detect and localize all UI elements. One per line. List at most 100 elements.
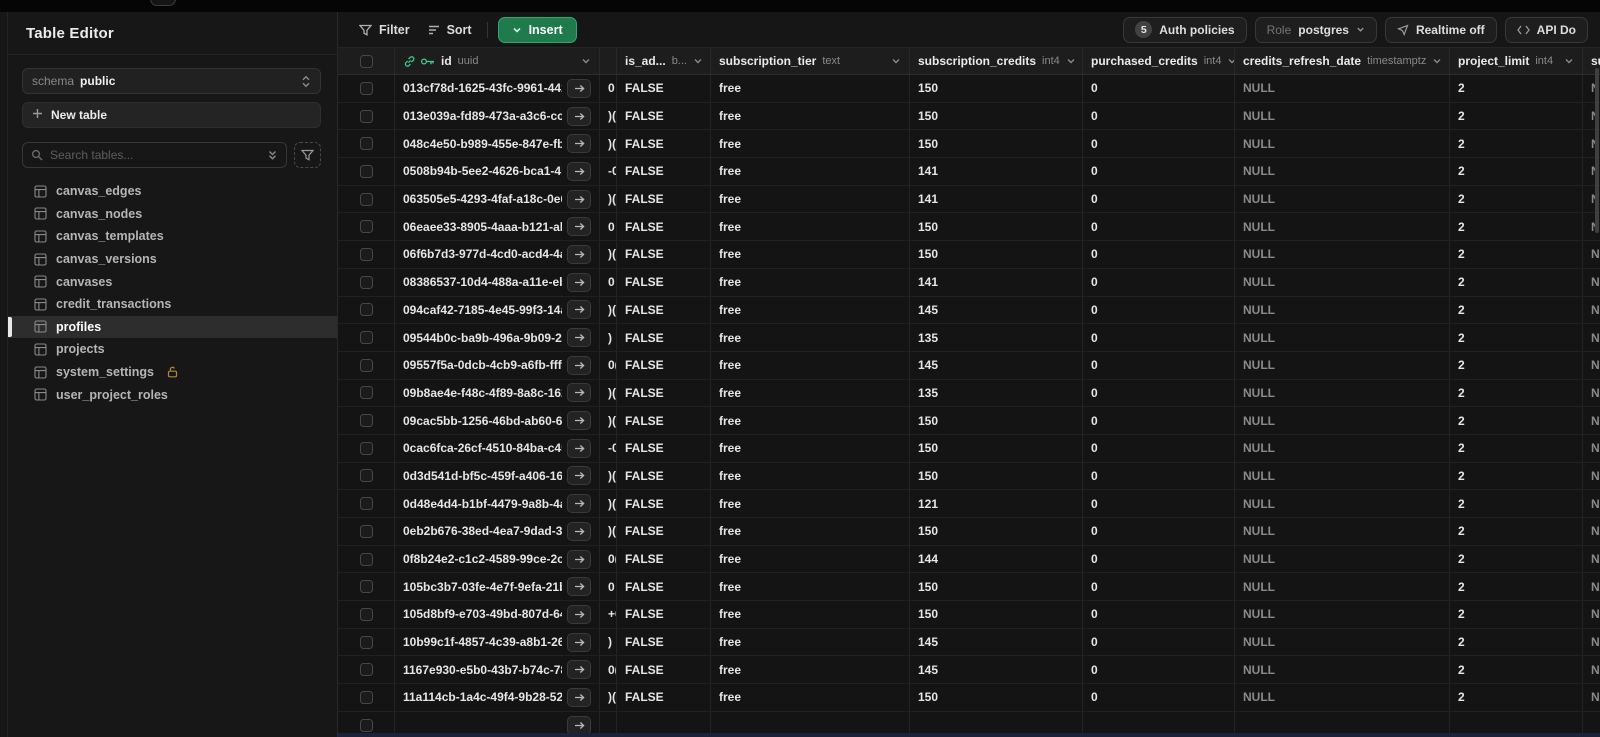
column-menu-icon[interactable]	[1066, 56, 1076, 66]
row-checkbox[interactable]	[359, 192, 373, 206]
realtime-button[interactable]: Realtime off	[1384, 16, 1497, 43]
column-header-subscription_credits[interactable]: subscription_credits int4	[910, 48, 1083, 74]
row-checkbox[interactable]	[359, 469, 373, 483]
row-checkbox[interactable]	[359, 331, 373, 345]
role-button[interactable]: Role postgres	[1254, 16, 1377, 43]
expand-row-button[interactable]	[567, 161, 591, 181]
row-checkbox[interactable]	[359, 635, 373, 649]
expand-row-button[interactable]	[567, 687, 591, 707]
row-checkbox[interactable]	[359, 275, 373, 289]
sidebar-item-credit_transactions[interactable]: credit_transactions	[8, 293, 337, 316]
row-checkbox[interactable]	[359, 247, 373, 261]
search-tables-box[interactable]	[22, 142, 287, 168]
cell-id: 0eb2b676-38ed-4ea7-9dad-38e6...	[395, 518, 600, 545]
column-header-project_limit[interactable]: project_limit int4	[1450, 48, 1583, 74]
row-checkbox[interactable]	[359, 164, 373, 178]
column-header-is_admin[interactable]: is_ad... b...	[617, 48, 711, 74]
column-menu-icon[interactable]	[581, 56, 591, 66]
row-checkbox[interactable]	[359, 220, 373, 234]
expand-row-button[interactable]	[567, 632, 591, 652]
row-checkbox[interactable]	[359, 552, 373, 566]
expand-row-button[interactable]	[567, 549, 591, 569]
column-menu-icon[interactable]	[891, 56, 901, 66]
row-checkbox[interactable]	[359, 414, 373, 428]
column-header-id[interactable]: id uuid	[395, 48, 600, 74]
column-menu-icon[interactable]	[693, 56, 703, 66]
row-checkbox[interactable]	[359, 497, 373, 511]
new-table-button[interactable]: New table	[22, 102, 321, 128]
cell-credits: 121	[910, 490, 1083, 517]
row-checkbox[interactable]	[359, 524, 373, 538]
row-checkbox[interactable]	[359, 81, 373, 95]
insert-button[interactable]: Insert	[497, 16, 577, 43]
row-checkbox[interactable]	[359, 607, 373, 621]
row-checkbox[interactable]	[359, 663, 373, 677]
collapse-chevrons-icon[interactable]	[267, 149, 278, 161]
expand-row-button[interactable]	[567, 355, 591, 375]
sidebar-item-canvas_versions[interactable]: canvas_versions	[8, 248, 337, 271]
sidebar-item-canvas_edges[interactable]: canvas_edges	[8, 180, 337, 203]
column-header-credits_refresh_date[interactable]: credits_refresh_date timestamptz	[1235, 48, 1450, 74]
expand-row-button[interactable]	[567, 328, 591, 348]
sidebar-item-user_project_roles[interactable]: user_project_roles	[8, 383, 337, 406]
row-checkbox[interactable]	[359, 580, 373, 594]
column-header-su[interactable]: su	[1583, 48, 1600, 74]
sidebar-item-canvas_nodes[interactable]: canvas_nodes	[8, 203, 337, 226]
expand-row-button[interactable]	[567, 577, 591, 597]
cell-refresh: NULL	[1235, 213, 1450, 241]
row-checkbox[interactable]	[359, 137, 373, 151]
cell-tier	[711, 711, 910, 737]
cell-purchased: 0	[1083, 462, 1235, 490]
expand-row-button[interactable]	[567, 217, 591, 237]
expand-row-button[interactable]	[567, 660, 591, 680]
row-checkbox[interactable]	[359, 109, 373, 123]
expand-row-button[interactable]	[567, 521, 591, 541]
column-menu-icon[interactable]	[1564, 56, 1574, 66]
expand-row-button[interactable]	[567, 78, 591, 98]
expand-row-button[interactable]	[567, 244, 591, 264]
row-checkbox[interactable]	[359, 303, 373, 317]
grid-rows: 013cf78d-1625-43fc-9961-442189...0FALSEf…	[338, 75, 1600, 737]
expand-row-button[interactable]	[567, 411, 591, 431]
expand-row-button[interactable]	[567, 106, 591, 126]
sort-button[interactable]: Sort	[419, 17, 481, 43]
schema-select[interactable]: schema public	[22, 68, 321, 94]
row-checkbox-cell	[338, 75, 395, 102]
sidebar-item-canvases[interactable]: canvases	[8, 270, 337, 293]
expand-row-button[interactable]	[567, 438, 591, 458]
row-checkbox-cell	[338, 158, 395, 185]
expand-row-button[interactable]	[567, 383, 591, 403]
column-header-clipped[interactable]	[600, 48, 617, 74]
expand-row-button[interactable]	[567, 272, 591, 292]
expand-row-button[interactable]	[567, 604, 591, 624]
row-checkbox[interactable]	[359, 690, 373, 704]
cell-limit: 2	[1450, 268, 1583, 296]
expand-row-button[interactable]	[567, 466, 591, 486]
row-checkbox[interactable]	[359, 441, 373, 455]
column-menu-icon[interactable]	[1227, 56, 1234, 66]
column-header-subscription_tier[interactable]: subscription_tier text	[711, 48, 910, 74]
scrollbar-thumb[interactable]	[1595, 68, 1599, 233]
sidebar-item-projects[interactable]: projects	[8, 338, 337, 361]
expand-row-button[interactable]	[567, 300, 591, 320]
sidebar-filter-button[interactable]	[294, 142, 321, 168]
cell-id: 0508b94b-5ee2-4626-bca1-4bca...	[395, 158, 600, 185]
row-checkbox[interactable]	[359, 718, 373, 732]
row-checkbox[interactable]	[359, 358, 373, 372]
column-menu-icon[interactable]	[1432, 56, 1442, 66]
column-header-purchased_credits[interactable]: purchased_credits int4	[1083, 48, 1235, 74]
row-checkbox[interactable]	[359, 386, 373, 400]
search-tables-input[interactable]	[50, 148, 260, 162]
expand-row-button[interactable]	[567, 189, 591, 209]
sidebar-item-profiles[interactable]: profiles	[8, 315, 337, 339]
expand-row-button[interactable]	[567, 494, 591, 514]
api-docs-button[interactable]: API Do	[1504, 16, 1588, 43]
sidebar-item-system_settings[interactable]: system_settings	[8, 361, 337, 384]
cell-refresh: NULL	[1235, 379, 1450, 407]
filter-button[interactable]: Filter	[350, 17, 419, 43]
select-all-checkbox[interactable]	[359, 54, 373, 68]
sidebar-item-canvas_templates[interactable]: canvas_templates	[8, 225, 337, 248]
expand-row-button[interactable]	[567, 715, 591, 735]
expand-row-button[interactable]	[567, 134, 591, 154]
auth-policies-button[interactable]: 5 Auth policies	[1123, 16, 1247, 43]
